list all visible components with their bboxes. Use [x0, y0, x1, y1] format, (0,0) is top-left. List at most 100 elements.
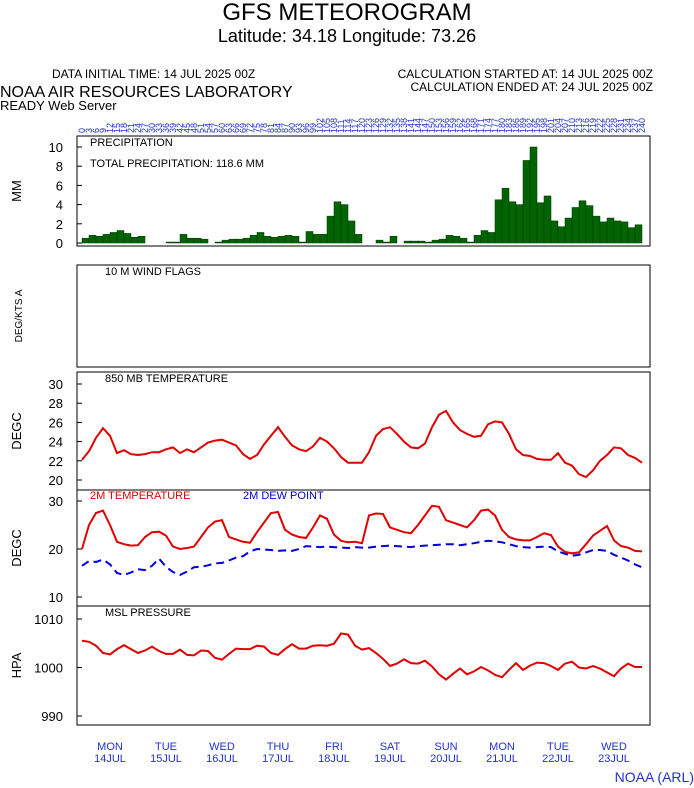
precip-bar — [214, 241, 223, 244]
precip-bar — [263, 236, 272, 244]
precip-bar — [424, 241, 433, 244]
precip-bar — [291, 236, 300, 244]
panel-title: 10 M WIND FLAGS — [105, 266, 201, 278]
line-series — [81, 409, 643, 479]
server: READY Web Server — [0, 98, 117, 113]
day-date: 21JUL — [486, 753, 518, 765]
hour-label: 60 — [217, 123, 227, 133]
hour-label: 114 — [343, 119, 353, 133]
precip-bar — [137, 236, 146, 244]
hour-label: 219 — [588, 118, 598, 133]
lab: NOAA AIR RESOURCES LABORATORY — [0, 84, 293, 101]
y-tick-label: 1010 — [34, 612, 63, 627]
hour-label: 177 — [490, 118, 500, 133]
precip-bar — [326, 215, 335, 244]
precip-bar — [466, 241, 475, 244]
y-axis-label: HPA — [9, 652, 24, 678]
hour-label: 66 — [231, 123, 241, 133]
hour-label: 195 — [532, 118, 542, 133]
day-date: 22JUL — [542, 753, 574, 765]
hour-label: 213 — [574, 118, 584, 133]
hour-label: 240 — [637, 118, 647, 133]
precip-bar — [613, 220, 622, 244]
hour-label: 90 — [287, 123, 297, 133]
hour-label: 135 — [392, 118, 402, 133]
precip-bar — [508, 201, 517, 244]
calc-ended: CALCULATION ENDED AT: 24 JUL 2025 00Z — [410, 80, 653, 94]
precip-bar — [501, 188, 510, 244]
precip-bar — [627, 227, 636, 244]
precip-bar — [277, 236, 286, 244]
hour-label: 99 — [308, 123, 318, 133]
y-tick-label: 28 — [49, 396, 63, 411]
hour-label: 126 — [371, 118, 381, 133]
precip-bar — [165, 241, 174, 244]
precip-bar — [333, 201, 342, 244]
hour-label: 105 — [322, 118, 332, 133]
line-series — [81, 632, 642, 681]
y-tick-label: 20 — [49, 542, 63, 557]
hour-label: 108 — [329, 118, 339, 133]
y-axis-label: DEG/KTS A — [14, 289, 25, 342]
day-date: 16JUL — [206, 753, 238, 765]
hour-label: 3 — [84, 128, 94, 133]
legend-entry: 2M TEMPERATURE — [90, 490, 190, 502]
panel-frame — [76, 371, 651, 491]
precip-bar — [340, 204, 349, 244]
precip-bar — [494, 199, 503, 244]
hour-label: 72 — [245, 123, 255, 133]
hour-label: 102 — [315, 118, 325, 133]
day-name: TUE — [155, 741, 177, 753]
y-tick-label: 24 — [49, 435, 63, 450]
precip-bar — [312, 234, 321, 244]
precip-bar — [578, 200, 587, 244]
precip-bar — [536, 202, 545, 244]
hour-label: 231 — [616, 118, 626, 133]
hour-label: 48 — [189, 123, 199, 133]
hour-label: 132 — [385, 118, 395, 133]
precip-bar — [389, 236, 398, 244]
day-name: FRI — [325, 741, 343, 753]
calc-started: CALCULATION STARTED AT: 14 JUL 2025 00Z — [398, 67, 653, 81]
precip-bar — [375, 239, 384, 244]
precip-bar — [109, 232, 118, 244]
hour-label: 36 — [161, 123, 171, 133]
y-axis-label: DEGC — [9, 529, 24, 567]
hour-label: 198 — [539, 118, 549, 133]
precip-bar — [522, 160, 531, 244]
day-name: SAT — [380, 741, 401, 753]
day-date: 23JUL — [598, 753, 630, 765]
precip-bar — [592, 215, 601, 244]
y-tick-label: 8 — [56, 159, 63, 174]
day-date: 19JUL — [374, 753, 406, 765]
precip-bar — [529, 146, 538, 244]
y-axis-label: DEGC — [9, 412, 24, 450]
day-name: WED — [601, 741, 627, 753]
hour-label: 174 — [483, 118, 493, 133]
hour-label: 54 — [203, 123, 213, 133]
precip-bar — [172, 241, 181, 244]
panel-title: PRECIPITATION — [90, 137, 173, 149]
hour-label: 171 — [476, 118, 486, 133]
hour-label: 15 — [112, 123, 122, 133]
location: Latitude: 34.18 Longitude: 73.26 — [218, 26, 476, 46]
day-date: 17JUL — [262, 753, 294, 765]
precip-bar — [473, 235, 482, 244]
day-date: 15JUL — [150, 753, 182, 765]
precip-bar — [228, 238, 237, 244]
precip-bar — [200, 238, 209, 244]
hour-label: 0 — [77, 128, 87, 133]
precip-bar — [81, 237, 90, 244]
panel-frame — [76, 489, 651, 607]
hour-label: 75 — [252, 123, 262, 133]
hour-label: 153 — [434, 118, 444, 133]
hour-label: 33 — [154, 123, 164, 133]
y-axis-label: MM — [9, 180, 24, 202]
hour-label: 129 — [378, 118, 388, 133]
hour-label: 204 — [553, 118, 563, 133]
hour-label: 234 — [623, 118, 633, 133]
hour-label: 6 — [91, 128, 101, 133]
precip-bar — [480, 230, 489, 244]
precip-bar — [410, 240, 419, 244]
hour-label: 18 — [119, 123, 129, 133]
